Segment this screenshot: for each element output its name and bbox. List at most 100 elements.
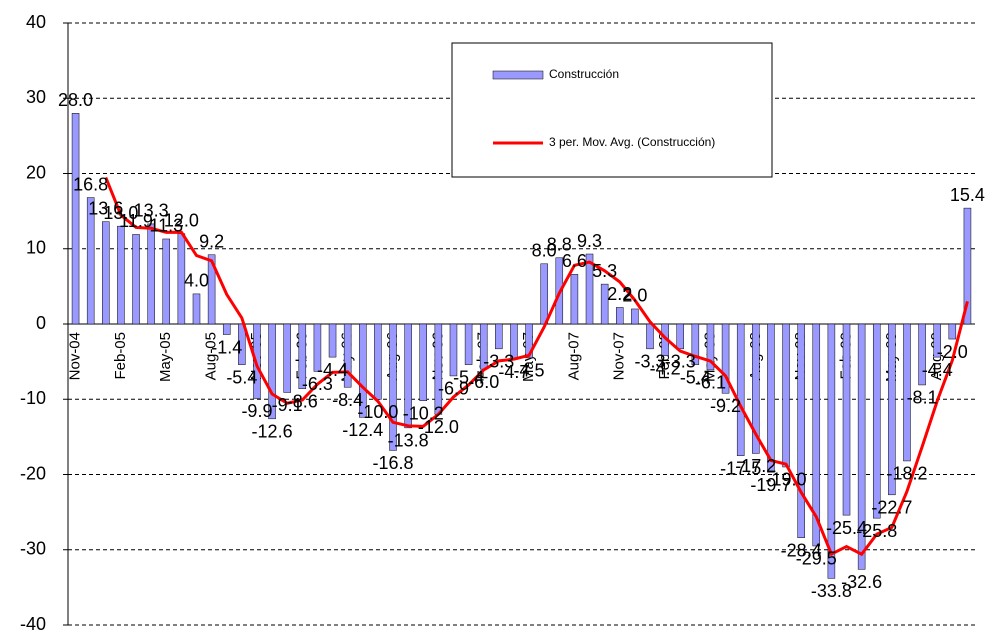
bar [616, 307, 624, 325]
bar [888, 323, 896, 496]
data-label: -29.5 [796, 549, 837, 569]
data-label: -8.6 [287, 391, 318, 411]
x-tick-label: Aug-05 [203, 332, 220, 380]
data-label: -3.3 [665, 352, 696, 372]
bar [782, 323, 790, 468]
bar [646, 323, 654, 350]
data-label: -19.0 [766, 470, 807, 490]
bar [495, 323, 503, 350]
data-label: -9.1 [272, 395, 303, 415]
bar [298, 323, 307, 389]
data-label: -6.3 [302, 374, 333, 394]
bar [238, 323, 246, 365]
data-label: -6.1 [695, 373, 726, 393]
bar [842, 323, 851, 516]
bar [192, 293, 201, 325]
data-label: -4.4 [317, 360, 348, 380]
y-tick-label: 30 [26, 87, 46, 107]
bar [706, 323, 715, 371]
bar [389, 323, 397, 451]
bar [147, 223, 155, 325]
bar [207, 254, 216, 325]
data-label: -16.8 [372, 453, 413, 473]
data-label: -8.4 [332, 390, 363, 410]
data-label: -3.3 [483, 352, 514, 372]
bar [797, 323, 805, 538]
data-label: -22.7 [871, 498, 912, 518]
x-tick-label: Nov-07 [611, 332, 628, 380]
data-label: -4.7 [498, 362, 529, 382]
bar [222, 323, 231, 335]
data-label: -4.4 [922, 360, 953, 380]
bar [434, 323, 443, 415]
data-label: -5.4 [226, 367, 257, 387]
bar [752, 323, 760, 454]
y-tick-label: -30 [20, 539, 46, 559]
y-tick-label: 40 [26, 12, 46, 32]
data-label: 11.3 [149, 216, 183, 236]
bar [767, 323, 775, 473]
data-label: -12.4 [342, 420, 383, 440]
data-label: -3.3 [634, 352, 665, 372]
data-label: 13.6 [88, 198, 123, 218]
bar [268, 323, 276, 420]
y-tick-label: -20 [20, 463, 46, 483]
bar [359, 323, 367, 418]
data-label: 2.0 [622, 286, 647, 306]
bar [162, 238, 171, 325]
bar [328, 323, 337, 358]
data-label: 16.8 [73, 174, 108, 194]
data-label: -32.6 [841, 572, 882, 592]
bar [600, 283, 609, 325]
data-label: -12.6 [252, 422, 293, 442]
y-tick-label: -40 [20, 614, 46, 634]
data-label: -33.8 [811, 581, 852, 601]
data-label: -6.9 [438, 379, 469, 399]
legend-swatch [492, 70, 544, 80]
data-label: -4.2 [650, 358, 681, 378]
bar [918, 323, 926, 386]
bar [374, 323, 382, 400]
bar [812, 323, 821, 547]
data-label: -12.0 [418, 417, 459, 437]
bar [691, 323, 700, 365]
data-label: 9.3 [577, 231, 602, 251]
bar [464, 323, 473, 365]
bar [736, 323, 745, 456]
data-label: -25.4 [826, 518, 867, 538]
legend-label: Construcción [549, 67, 619, 81]
data-label: 11.9 [119, 211, 153, 231]
data-label: -8.1 [907, 388, 938, 408]
moving-average-line [104, 176, 969, 557]
legend [451, 42, 773, 178]
data-label: -9.9 [241, 401, 272, 421]
data-label: 2.2 [607, 284, 632, 304]
bar [857, 323, 866, 570]
bar [827, 323, 836, 579]
data-label: -4.5 [514, 361, 545, 381]
data-label: -5.4 [453, 367, 484, 387]
x-tick-label: Aug-07 [565, 332, 582, 380]
data-label: 6.6 [562, 251, 587, 271]
data-label: 9.2 [199, 232, 224, 252]
bar [449, 323, 458, 377]
data-label: -10.2 [403, 404, 444, 424]
data-label: -10.0 [357, 402, 398, 422]
data-label: -5.4 [680, 367, 711, 387]
data-label: 8.8 [547, 235, 572, 255]
x-tick-label: May-05 [157, 332, 174, 382]
bar [102, 221, 110, 325]
data-label: 5.3 [592, 261, 617, 281]
data-label: 8.0 [532, 241, 557, 261]
x-tick-label: Feb-05 [112, 332, 129, 380]
bar [525, 323, 533, 359]
bar [540, 263, 548, 325]
data-label: 13.0 [103, 203, 138, 223]
data-label: -6.0 [468, 372, 499, 392]
data-label: 28.0 [58, 90, 93, 110]
bar [676, 323, 684, 350]
x-tick-label: Nov-04 [67, 332, 84, 380]
data-label: 4.0 [184, 271, 209, 291]
bar [117, 225, 125, 325]
